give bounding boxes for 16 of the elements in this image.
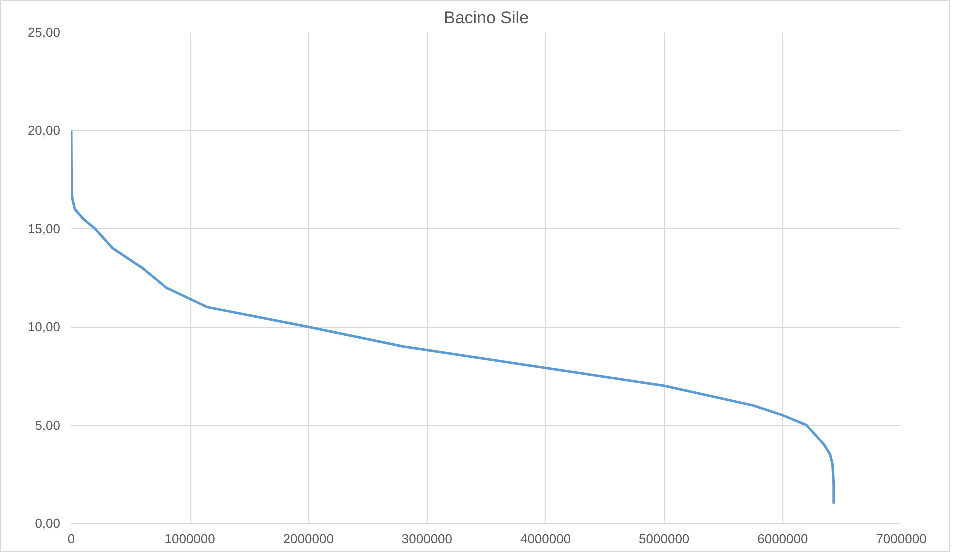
y-tick-label: 10,00 xyxy=(28,320,61,335)
y-tick-label: 0,00 xyxy=(35,516,61,531)
x-tick-label: 5000000 xyxy=(639,532,690,546)
chart-title: Bacino Sile xyxy=(444,8,530,28)
x-tick-label: 2000000 xyxy=(283,532,334,546)
x-tick-label: 0 xyxy=(68,532,76,546)
y-tick-label: 20,00 xyxy=(28,123,61,138)
y-tick-label: 25,00 xyxy=(28,25,61,40)
x-tick-label: 3000000 xyxy=(402,532,453,546)
line-series xyxy=(72,129,836,506)
x-tick-label: 6000000 xyxy=(758,532,808,546)
y-tick-label: 5,00 xyxy=(35,418,61,433)
x-tick-label: 4000000 xyxy=(520,532,572,546)
x-tick-label: 1000000 xyxy=(164,532,216,546)
x-tick-label: 7000000 xyxy=(876,532,927,546)
y-tick-label: 15,00 xyxy=(28,221,61,236)
